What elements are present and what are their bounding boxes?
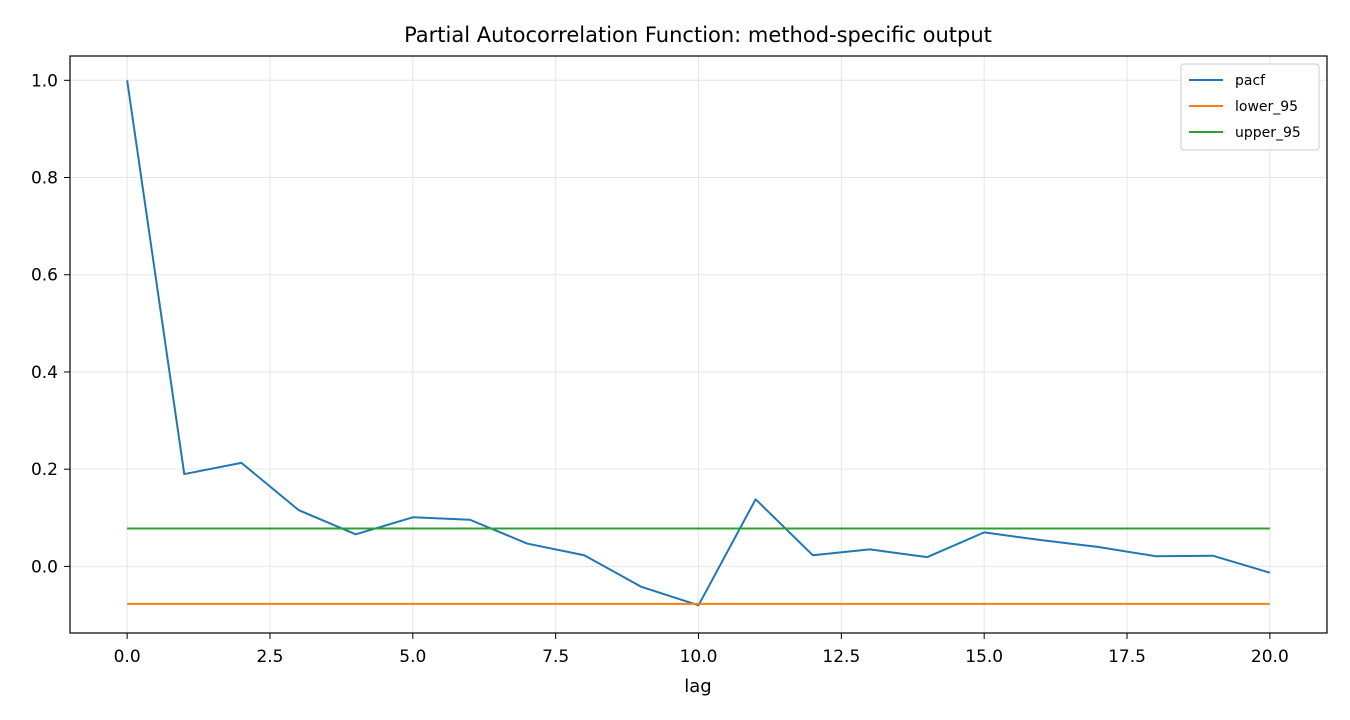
y-tick-label: 0.0 <box>31 557 58 577</box>
x-tick-label: 2.5 <box>256 647 283 667</box>
x-tick-label: 10.0 <box>680 647 718 667</box>
legend-box <box>1180 63 1320 151</box>
y-tick-label: 0.2 <box>31 460 58 480</box>
x-tick-label: 0.0 <box>114 647 141 667</box>
ticks-layer: 0.0 2.5 5.0 7.5 10.0 12.5 15.0 17.5 20.0 0.0 0.2 0.… <box>31 71 1289 667</box>
chart-title: Partial Autocorrelation Function: method… <box>404 23 992 47</box>
x-tick-label: 17.5 <box>1108 647 1146 667</box>
y-tick-label: 0.6 <box>31 266 58 286</box>
legend-label-upper-95: upper_95 <box>1235 125 1301 141</box>
legend: pacf lower_95 upper_95 <box>1180 63 1320 151</box>
x-tick-label: 20.0 <box>1251 647 1289 667</box>
legend-label-lower-95: lower_95 <box>1235 99 1298 115</box>
legend-label-pacf: pacf <box>1235 73 1266 89</box>
x-tick-label: 12.5 <box>822 647 860 667</box>
y-tick-label: 1.0 <box>31 71 58 91</box>
series-layer <box>126 80 1271 607</box>
x-tick-label: 7.5 <box>542 647 569 667</box>
grid-layer <box>70 56 1327 633</box>
x-tick-label: 5.0 <box>399 647 426 667</box>
x-tick-label: 15.0 <box>965 647 1003 667</box>
x-axis-label: lag <box>684 676 711 697</box>
y-tick-label: 0.8 <box>31 169 58 189</box>
y-tick-label: 0.4 <box>31 363 58 383</box>
series-line-pacf <box>126 80 1271 607</box>
